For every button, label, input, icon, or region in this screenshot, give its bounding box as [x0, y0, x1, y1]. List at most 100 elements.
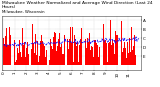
Bar	[34, 53, 35, 65]
Bar	[51, 46, 52, 65]
Bar	[68, 49, 69, 65]
Bar	[8, 45, 9, 65]
Bar	[122, 52, 123, 65]
Bar	[93, 57, 94, 65]
Bar	[74, 35, 75, 65]
Bar	[114, 54, 115, 65]
Bar	[18, 53, 19, 65]
Bar	[121, 21, 122, 65]
Bar	[135, 55, 136, 65]
Bar	[88, 42, 89, 65]
Bar	[14, 40, 15, 65]
Bar	[130, 52, 131, 65]
Bar	[22, 28, 23, 65]
Bar	[55, 33, 56, 65]
Bar	[125, 48, 126, 65]
Bar	[69, 39, 70, 65]
Bar	[129, 38, 130, 65]
Bar	[56, 51, 57, 65]
Bar	[82, 48, 83, 65]
Text: Milwaukee, Wisconsin: Milwaukee, Wisconsin	[2, 10, 44, 14]
Bar	[62, 54, 63, 65]
Bar	[42, 41, 43, 65]
Bar	[17, 48, 18, 65]
Bar	[60, 47, 61, 65]
Bar	[54, 32, 55, 65]
Bar	[78, 62, 79, 65]
Bar	[106, 43, 107, 65]
Bar	[126, 58, 127, 65]
Bar	[71, 43, 72, 65]
Bar	[73, 62, 74, 65]
Bar	[5, 36, 6, 65]
Bar	[3, 38, 4, 65]
Bar	[113, 43, 114, 65]
Bar	[116, 35, 117, 65]
Bar	[105, 40, 106, 65]
Bar	[35, 35, 36, 65]
Bar	[97, 45, 98, 65]
Bar	[15, 62, 16, 65]
Bar	[36, 55, 37, 65]
Bar	[91, 46, 92, 65]
Bar	[96, 43, 97, 65]
Bar	[20, 52, 21, 65]
Bar	[86, 48, 87, 65]
Bar	[46, 50, 47, 65]
Bar	[110, 20, 111, 65]
Bar	[33, 43, 34, 65]
Bar	[38, 62, 39, 65]
Bar	[79, 45, 80, 65]
Bar	[43, 44, 44, 65]
Bar	[108, 43, 109, 65]
Bar	[134, 35, 135, 65]
Bar	[107, 62, 108, 65]
Bar	[77, 42, 78, 65]
Bar	[57, 46, 58, 65]
Text: Milwaukee Weather Normalized and Average Wind Direction (Last 24 Hours): Milwaukee Weather Normalized and Average…	[2, 1, 152, 9]
Bar	[25, 57, 26, 65]
Bar	[6, 28, 7, 65]
Bar	[76, 46, 77, 65]
Bar	[123, 48, 124, 65]
Bar	[24, 42, 25, 65]
Bar	[63, 54, 64, 65]
Bar	[49, 60, 50, 65]
Bar	[50, 39, 51, 65]
Bar	[37, 41, 38, 65]
Bar	[19, 39, 20, 65]
Bar	[11, 47, 12, 65]
Bar	[98, 57, 99, 65]
Bar	[58, 39, 59, 65]
Bar	[111, 45, 112, 65]
Bar	[109, 42, 110, 65]
Bar	[104, 41, 105, 65]
Bar	[75, 42, 76, 65]
Bar	[32, 24, 33, 65]
Bar	[72, 27, 73, 65]
Bar	[40, 41, 41, 65]
Bar	[95, 40, 96, 65]
Bar	[127, 42, 128, 65]
Bar	[80, 39, 81, 65]
Bar	[133, 46, 134, 65]
Bar	[89, 33, 90, 65]
Bar	[81, 28, 82, 65]
Bar	[70, 27, 71, 65]
Bar	[45, 57, 46, 65]
Bar	[53, 37, 54, 65]
Bar	[48, 39, 49, 65]
Bar	[99, 47, 100, 65]
Bar	[132, 50, 133, 65]
Bar	[16, 60, 17, 65]
Bar	[59, 33, 60, 65]
Bar	[10, 35, 11, 65]
Bar	[87, 38, 88, 65]
Bar	[84, 34, 85, 65]
Bar	[52, 49, 53, 65]
Bar	[7, 45, 8, 65]
Bar	[90, 50, 91, 65]
Bar	[131, 27, 132, 65]
Bar	[26, 48, 27, 65]
Bar	[39, 56, 40, 65]
